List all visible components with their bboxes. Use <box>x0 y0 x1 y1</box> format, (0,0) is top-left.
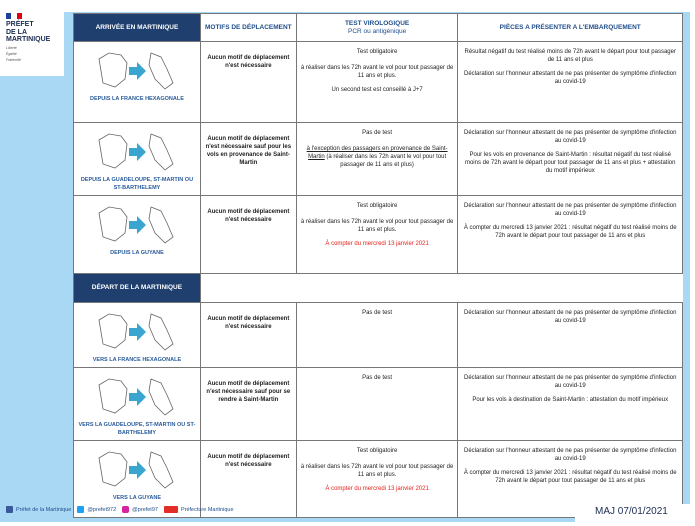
logo-line: DE LA <box>6 28 27 36</box>
test-text: à réaliser dans les 72h avant le vol pou… <box>300 65 454 79</box>
test-cell: Test obligatoire à réaliser dans les 72h … <box>295 41 459 123</box>
test-text: Test obligatoire <box>356 203 398 209</box>
logo-line: PRÉFET <box>6 21 34 28</box>
destination-label: DEPUIS LA GUYANE <box>110 250 164 256</box>
table-row: DEPUIS LA GUYANE Aucun motif de déplacem… <box>73 195 683 274</box>
documents-cell: Déclaration sur l'honneur attestant de n… <box>457 195 683 274</box>
document-requirement: Déclaration sur l'honneur attestant de n… <box>464 203 677 217</box>
document-requirement: Déclaration sur l'honneur attestant de n… <box>464 375 677 389</box>
destination-label: DEPUIS LA FRANCE HEXAGONALE <box>89 96 184 102</box>
test-cell: Pas de test <box>295 367 459 441</box>
test-title: TEST VIROLOGIQUE <box>344 19 410 27</box>
test-text: à réaliser dans les 72h avant le vol pou… <box>300 464 454 478</box>
motto: Fraternité <box>6 57 21 62</box>
travel-rules-table: ARRIVÉE EN MARTINIQUE MOTIFS DE DÉPLACEM… <box>73 13 683 518</box>
destination-label: VERS LA GUYANE <box>112 495 162 501</box>
map-illustration <box>98 206 174 244</box>
map-illustration <box>98 52 174 90</box>
test-cell: Pas de test <box>295 302 459 368</box>
test-text: Test obligatoire <box>356 448 398 454</box>
destination-cell: VERS LA GUADELOUPE, ST-MARTIN OU ST-BART… <box>73 367 201 441</box>
table-row: VERS LA GUYANE Aucun motif de déplacemen… <box>73 440 683 518</box>
test-text: Pas de test <box>362 375 393 381</box>
test-exception: à l'exception des passagers en provenanc… <box>301 145 454 169</box>
document-requirement: Déclaration sur l'honneur attestant de n… <box>464 130 677 144</box>
motif-cell: Aucun motif de déplacement n'est nécessa… <box>199 367 297 441</box>
test-date-notice: À compter du mercredi 13 janvier 2021 <box>325 241 429 247</box>
logo-line: MARTINIQUE <box>6 36 51 43</box>
facebook-link[interactable]: Préfet de la Martinique <box>16 506 72 513</box>
test-date-notice: À compter du mercredi 13 janvier 2021 <box>325 486 429 492</box>
document-requirement: À compter du mercredi 13 janvier 2021 : … <box>463 225 677 239</box>
motto: Égalité <box>6 51 17 56</box>
test-text: Test obligatoire <box>356 49 398 55</box>
test-cell: Test obligatoire à réaliser dans les 72h … <box>295 195 459 274</box>
table-row: VERS LA FRANCE HEXAGONALE Aucun motif de… <box>73 302 683 368</box>
youtube-icon <box>163 506 178 513</box>
document-requirement: Pour les vols en provenance de Saint-Mar… <box>464 152 676 174</box>
map-illustration <box>98 133 174 171</box>
map-illustration <box>98 451 174 489</box>
destination-label: VERS LA GUADELOUPE, ST-MARTIN OU ST-BART… <box>78 422 196 436</box>
flag-icon <box>6 13 22 19</box>
motif-cell: Aucun motif de déplacement n'est nécessa… <box>199 122 297 196</box>
social-footer: Préfet de la Martinique @prefet972 @pref… <box>6 506 234 513</box>
test-subtitle: PCR ou antigénique <box>348 27 407 35</box>
motif-cell: Aucun motif de déplacement n'est nécessa… <box>199 302 297 368</box>
documents-cell: Déclaration sur l'honneur attestant de n… <box>457 302 683 368</box>
header-motifs: MOTIFS DE DÉPLACEMENT <box>199 13 297 42</box>
table-row: DEPUIS LA FRANCE HEXAGONALE Aucun motif … <box>73 41 683 123</box>
destination-cell: DEPUIS LA GUYANE <box>73 195 201 274</box>
youtube-link[interactable]: Préfecture Martinique <box>180 506 234 513</box>
document-requirement: Déclaration sur l'honneur attestant de n… <box>464 310 677 324</box>
facebook-icon <box>6 506 13 513</box>
departure-header: DÉPART DE LA MARTINIQUE <box>73 273 201 303</box>
destination-cell: DEPUIS LA FRANCE HEXAGONALE <box>73 41 201 123</box>
test-text: à réaliser dans les 72h avant le vol pou… <box>300 219 454 233</box>
destination-label: DEPUIS LA GUADELOUPE, ST-MARTIN OU ST-BA… <box>80 177 194 191</box>
header-pieces: PIÈCES A PRÉSENTER A L'EMBARQUEMENT <box>457 13 683 42</box>
map-illustration <box>98 378 174 416</box>
destination-label: VERS LA FRANCE HEXAGONALE <box>92 357 182 363</box>
test-exception-rest: (à réaliser dans les 72h avant le vol po… <box>324 154 447 168</box>
document-requirement: Déclaration sur l'honneur attestant de n… <box>464 448 677 462</box>
motif-cell: Aucun motif de déplacement n'est nécessa… <box>199 41 297 123</box>
twitter-icon <box>77 506 85 513</box>
twitter-link[interactable]: @prefet972 <box>87 506 117 513</box>
test-cell: Pas de test à l'exception des passagers e… <box>295 122 459 196</box>
document-requirement: Pour les vols à destination de Saint-Mar… <box>472 397 669 403</box>
destination-cell: VERS LA GUYANE <box>73 440 201 518</box>
spacer <box>200 273 683 303</box>
documents-cell: Déclaration sur l'honneur attestant de n… <box>457 367 683 441</box>
test-cell: Test obligatoire à réaliser dans les 72h … <box>295 440 459 518</box>
test-exception-underlined: à l'exception des passagers en provenanc… <box>306 146 448 160</box>
documents-cell: Déclaration sur l'honneur attestant de n… <box>457 122 683 196</box>
document-requirement: Résultat négatif du test réalisé moins d… <box>464 49 676 63</box>
motto: Liberté <box>6 45 17 50</box>
document-requirement: Déclaration sur l'honneur attestant de n… <box>464 71 677 85</box>
header-test: TEST VIROLOGIQUE PCR ou antigénique <box>295 13 459 42</box>
prefet-logo: PRÉFET DE LA MARTINIQUE Liberté Égalité … <box>0 0 64 76</box>
map-illustration <box>98 313 174 351</box>
documents-cell: Résultat négatif du test réalisé moins d… <box>457 41 683 123</box>
motif-cell: Aucun motif de déplacement n'est nécessa… <box>199 440 297 518</box>
test-text: Un second test est conseillé à J+7 <box>331 87 423 93</box>
test-text: Pas de test <box>362 130 393 136</box>
header-arrival: ARRIVÉE EN MARTINIQUE <box>73 13 201 42</box>
destination-cell: DEPUIS LA GUADELOUPE, ST-MARTIN OU ST-BA… <box>73 122 201 196</box>
document-requirement: À compter du mercredi 13 janvier 2021 : … <box>463 470 677 484</box>
table-row: DEPUIS LA GUADELOUPE, ST-MARTIN OU ST-BA… <box>73 122 683 196</box>
table-row: VERS LA GUADELOUPE, ST-MARTIN OU ST-BART… <box>73 367 683 441</box>
motif-cell: Aucun motif de déplacement n'est nécessa… <box>199 195 297 274</box>
instagram-link[interactable]: @prefet97 <box>132 506 158 513</box>
instagram-icon <box>122 506 130 513</box>
test-text: Pas de test <box>362 310 393 316</box>
update-date: MAJ 07/01/2021 <box>575 504 690 522</box>
destination-cell: VERS LA FRANCE HEXAGONALE <box>73 302 201 368</box>
